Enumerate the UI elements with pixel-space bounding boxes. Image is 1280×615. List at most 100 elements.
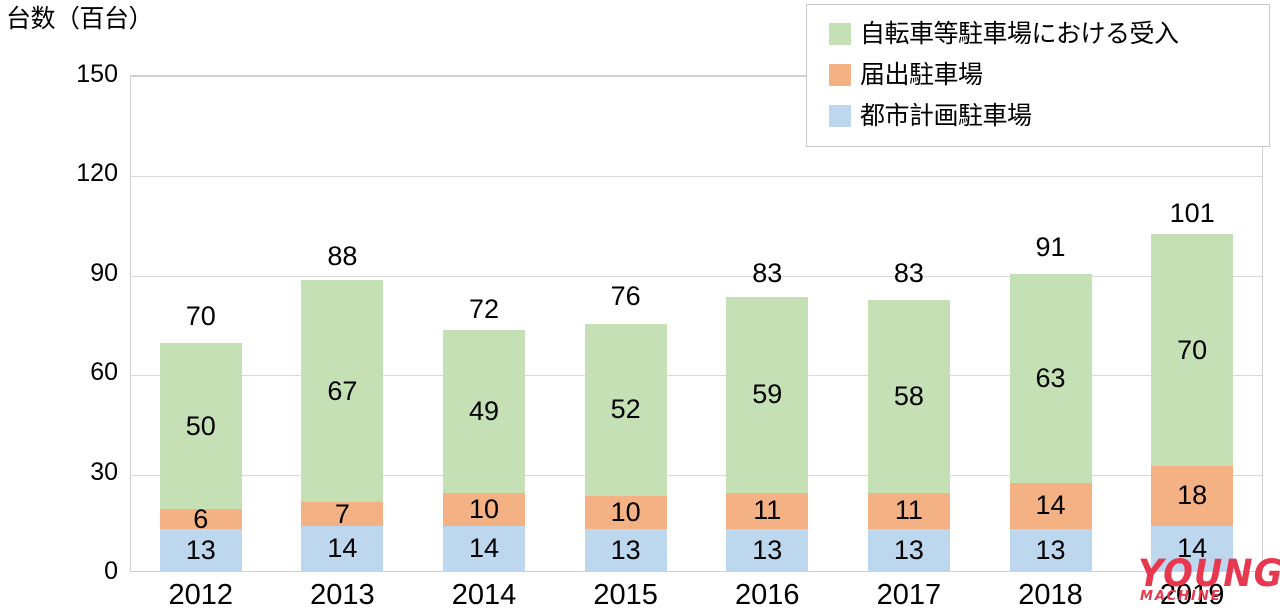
bar-segment-value-label: 10 [469,493,500,524]
bar-stack[interactable]: 63 14 13 [1009,273,1092,572]
bar-segment-value-label: 11 [753,495,782,526]
bar-stack[interactable]: 59 11 13 [726,297,809,572]
bar-segment[interactable]: 7 [301,498,384,529]
x-axis-tick-label: 2013 [310,579,375,611]
bar-segment[interactable]: 13 [867,528,950,572]
legend-item[interactable]: 届出駐車場 [829,54,1259,95]
legend: 自転車等駐車場における受入 届出駐車場都市計画駐車場 [806,4,1270,147]
bar-segment[interactable]: 70 [1151,234,1234,466]
bar-segment-value-label: 14 [469,533,500,564]
bar-stack[interactable]: 70 18 14 [1151,234,1234,572]
bar-segment[interactable]: 18 [1151,466,1234,526]
bar-segment-value-label: 14 [327,533,358,564]
bar-segment-value-label: 13 [1035,534,1066,565]
bar-total-label: 76 [610,281,641,312]
bar-segment[interactable]: 14 [301,525,384,572]
x-axis-tick-label: 2018 [1018,579,1083,611]
gridline [131,275,1262,277]
bar-segment-value-label: 13 [893,534,924,565]
bar-stack[interactable]: 67 7 14 [301,280,384,572]
bar-stack[interactable]: 49 10 14 [443,330,526,572]
bar-segment[interactable]: 50 [159,343,242,510]
bar-segment[interactable]: 14 [1009,482,1092,529]
bar-total-label: 88 [327,241,358,272]
bar-segment[interactable]: 10 [584,495,667,529]
bar-segment-value-label: 13 [185,534,216,565]
x-axis-tick-label: 2016 [735,579,800,611]
bar-group[interactable]: 67 7 14 88 [272,75,414,572]
bar-segment[interactable]: 11 [726,492,809,529]
bar-segment[interactable]: 58 [867,300,950,493]
bar-group[interactable]: 59 11 13 83 [697,75,839,572]
legend-swatch-icon [829,22,851,45]
bar-segment-value-label: 67 [327,375,358,406]
x-axis-tick-label: 2017 [876,579,942,611]
bar-group[interactable]: 50 6 13 70 [130,75,272,572]
bar-stack[interactable]: 50 6 13 [159,343,242,572]
bar-segment-value-label: 14 [1177,533,1208,564]
y-axis-tick-label: 120 [76,159,118,188]
bar-segment-value-label: 70 [1177,334,1208,365]
x-axis-tick-label: 2014 [451,579,517,611]
legend-item[interactable]: 自転車等駐車場における受入 [829,13,1259,54]
bar-total-label: 83 [893,258,924,288]
legend-swatch-icon [829,63,851,86]
bar-stack[interactable]: 52 10 13 [584,323,667,572]
bar-total-label: 70 [185,301,216,332]
bar-segment-value-label: 7 [334,498,350,529]
bar-segment[interactable]: 13 [726,528,809,572]
x-axis-tick-labels: 2012 2013 2014 2015 2016 2017 2018 2019 [130,578,1263,615]
legend-item-label: 都市計画駐車場 [860,101,1032,130]
y-axis-title: 台数（百台） [6,5,154,33]
bar-segment-value-label: 13 [610,534,641,565]
gridline [131,375,1262,377]
bar-total-label: 101 [1169,198,1215,229]
x-axis-tick-label: 2015 [593,579,658,611]
bar-group[interactable]: 63 14 13 91 [980,75,1122,572]
y-axis-tick-label: 60 [90,358,118,387]
bar-segment[interactable]: 6 [159,505,242,532]
bar-segment-value-label: 63 [1035,362,1066,393]
legend-item[interactable]: 都市計画駐車場 [829,95,1259,136]
bar-segment[interactable]: 63 [1009,273,1092,483]
bar-segment[interactable]: 67 [301,280,384,503]
bar-group[interactable]: 52 10 13 76 [555,75,697,572]
bar-segment-value-label: 50 [185,410,216,441]
bar-segment-value-label: 11 [894,495,923,526]
bar-segment[interactable]: 11 [867,492,950,529]
bar-group[interactable]: 58 11 13 83 [838,75,980,572]
bar-segment[interactable]: 49 [443,330,526,493]
legend-item-label: 届出駐車場 [860,60,983,89]
y-axis-tick-label: 30 [90,457,118,486]
legend-item-label: 自転車等駐車場における受入 [860,19,1179,48]
bar-segment-value-label: 10 [610,496,641,527]
y-axis-tick-label: 90 [90,258,118,287]
bar-segment[interactable]: 10 [443,492,526,526]
bar-total-label: 83 [752,258,783,288]
bar-segment[interactable]: 59 [726,297,809,493]
legend-swatch-icon [829,104,851,127]
bar-segment[interactable]: 52 [584,323,667,496]
bar-segment[interactable]: 14 [1151,525,1234,572]
bar-segment-value-label: 13 [752,534,783,565]
gridline [131,474,1262,476]
y-axis-tick-label: 150 [76,60,118,88]
bar-segment-value-label: 49 [469,395,500,426]
bar-total-label: 91 [1035,231,1066,262]
bar-segment-value-label: 14 [1035,490,1066,521]
bar-segment[interactable]: 13 [159,528,242,572]
bar-segment[interactable]: 13 [584,528,667,572]
x-axis-tick-label: 2019 [1159,579,1225,611]
bar-segment-value-label: 52 [610,394,641,425]
bar-segment[interactable]: 14 [443,525,526,572]
y-axis-tick-label: 0 [104,557,118,585]
y-axis-tick-labels: 0 30 60 90 120 150 [0,0,118,615]
bar-segment-value-label: 58 [893,380,924,411]
bar-segment[interactable]: 13 [1009,528,1092,572]
bar-group[interactable]: 49 10 14 72 [413,75,555,572]
bar-stack[interactable]: 58 11 13 [867,300,950,572]
bar-total-label: 72 [469,294,500,325]
bar-segment-value-label: 18 [1177,480,1208,511]
bar-group[interactable]: 70 18 14 101 [1121,75,1263,572]
